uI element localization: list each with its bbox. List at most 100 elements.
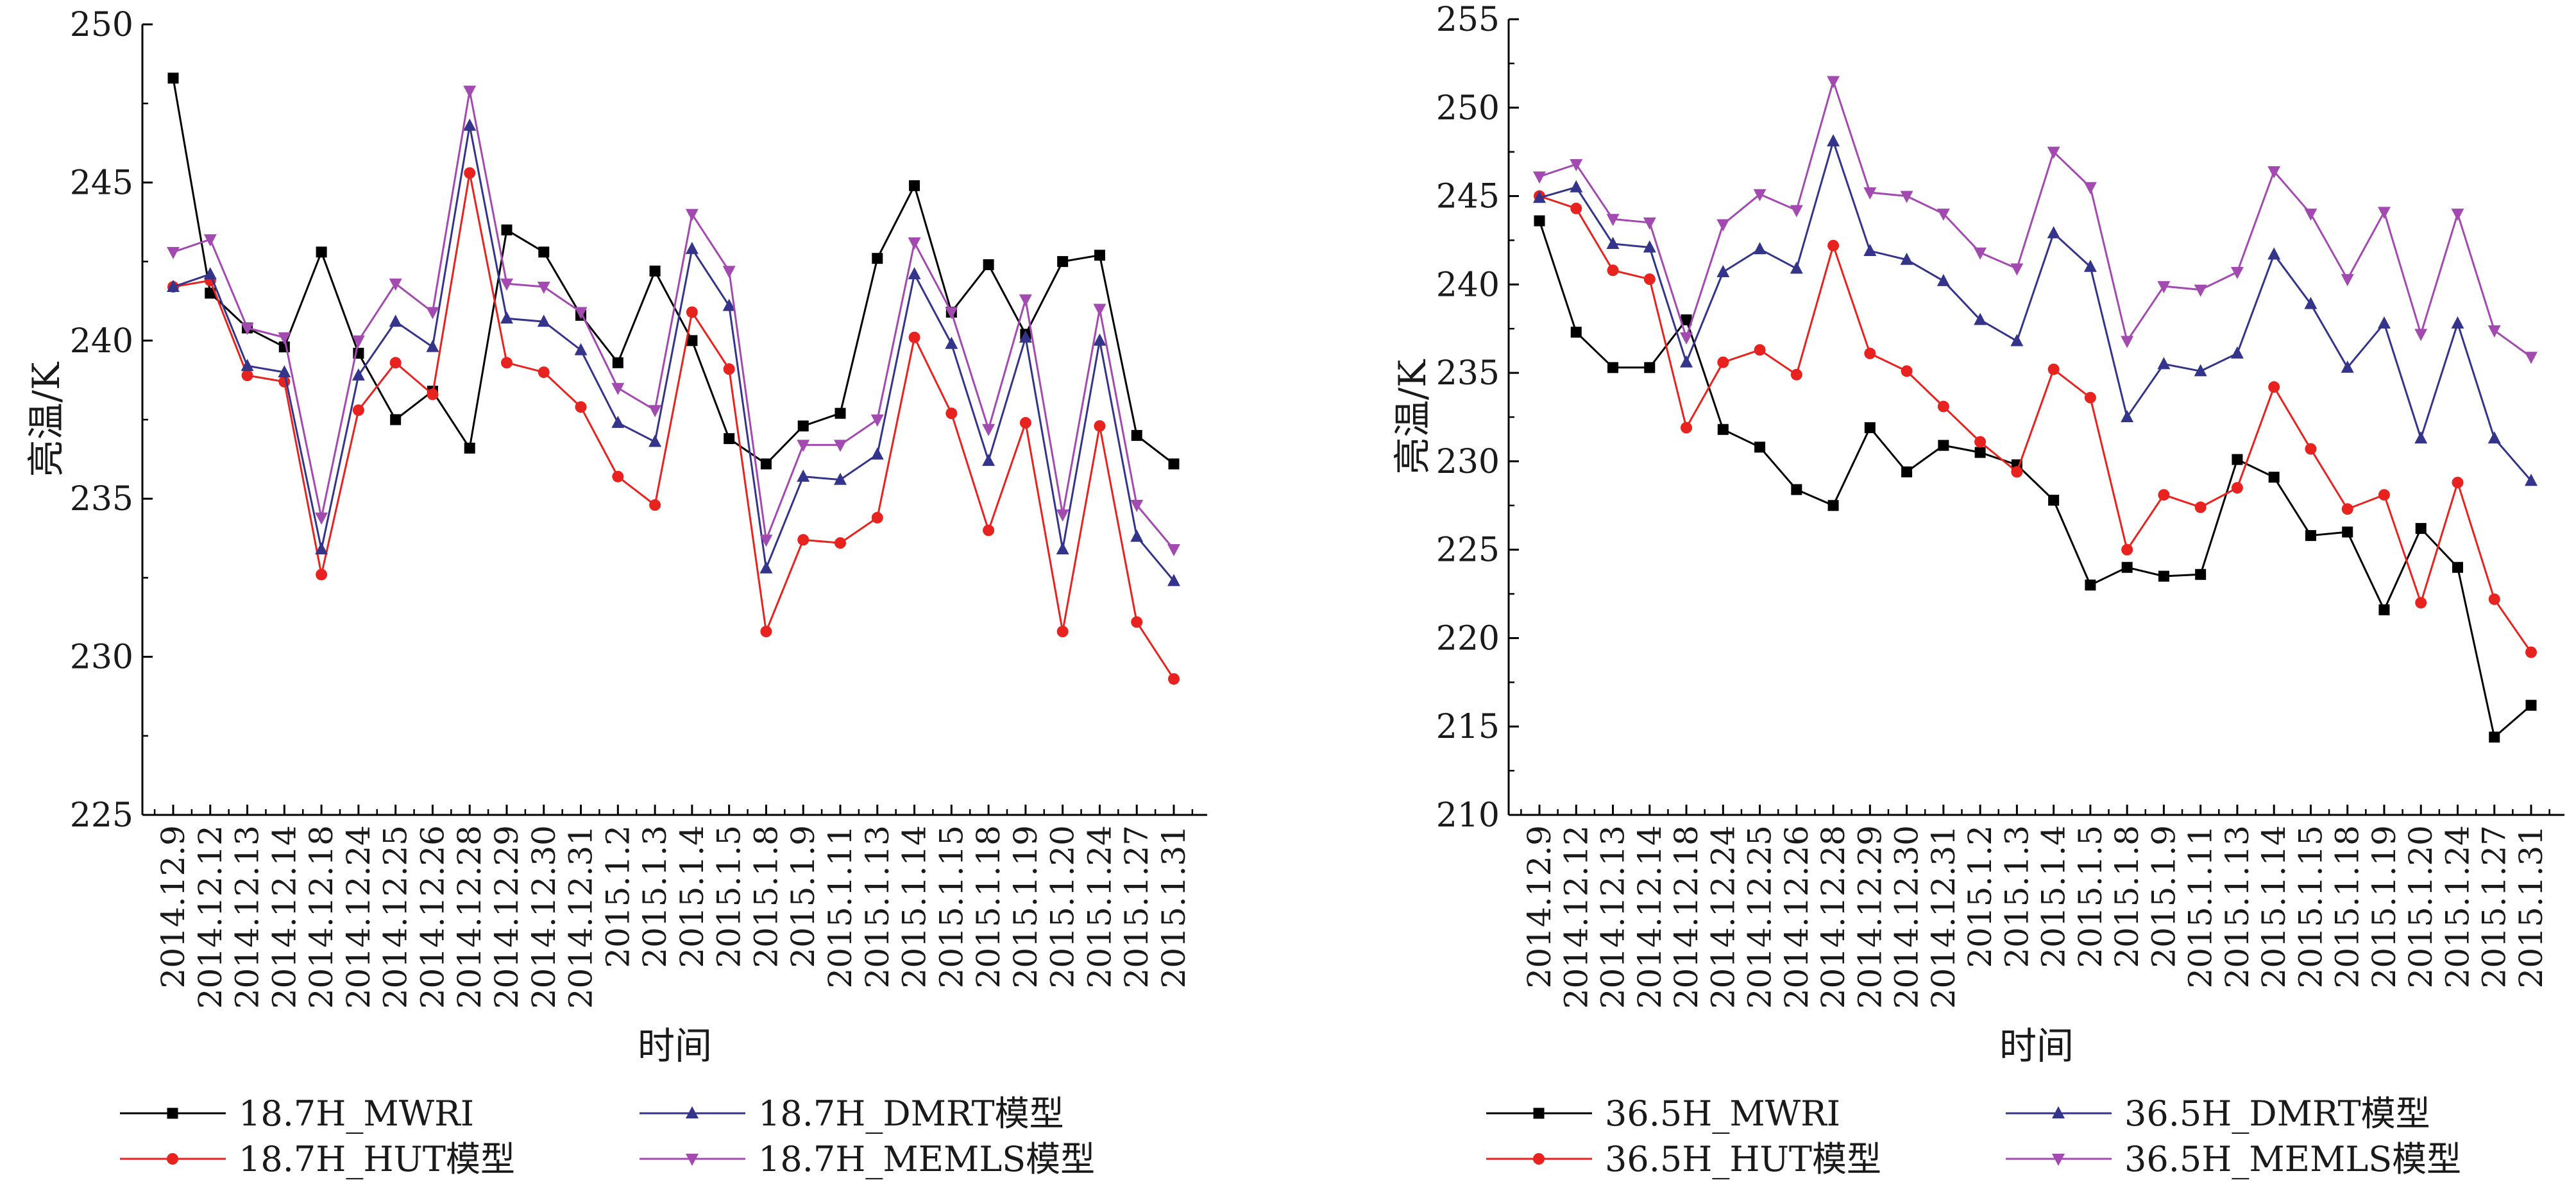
data-point: [1093, 304, 1106, 316]
data-point: [1570, 202, 1582, 214]
data-point: [759, 535, 773, 547]
data-point: [945, 307, 958, 320]
data-point: [2378, 604, 2390, 615]
x-tick-label: 2015.1.3: [1998, 825, 2035, 968]
data-point: [1827, 76, 1840, 89]
data-point: [835, 537, 846, 549]
y-tick-label: 240: [1436, 266, 1500, 304]
data-point: [1900, 252, 1913, 265]
x-tick-label: 2014.12.31: [1925, 825, 1962, 1009]
x-tick-label: 2015.1.24: [2439, 825, 2476, 988]
x-tick-label: 2015.1.2: [1962, 825, 1999, 968]
x-axis-label: 时间: [1999, 1024, 2074, 1068]
data-point: [1643, 273, 1656, 286]
y-axis-label: 亮温/K: [1391, 359, 1434, 475]
y-tick-label: 220: [1436, 619, 1500, 658]
data-point: [1130, 500, 1144, 513]
data-point: [1754, 344, 1766, 356]
legend-label: 18.7H_MWRI: [239, 1093, 474, 1134]
data-point: [1974, 436, 1987, 448]
legend-item: 36.5H_MEMLS模型: [2006, 1139, 2461, 1179]
data-point: [1533, 191, 1546, 203]
x-tick-label: 2014.12.25: [1741, 825, 1779, 1009]
x-tick-label: 2015.1.4: [674, 825, 711, 968]
legend-item: 36.5H_MWRI: [1486, 1093, 1840, 1134]
data-point: [1168, 673, 1180, 685]
data-point: [1974, 447, 1986, 458]
data-point: [1606, 214, 1620, 227]
data-point: [1570, 180, 1583, 192]
data-point: [723, 363, 735, 375]
data-point: [2158, 570, 2169, 582]
data-point: [871, 511, 883, 524]
data-point: [1094, 420, 1106, 432]
x-tick-label: 2014.12.9: [1521, 825, 1558, 988]
data-point: [1019, 294, 1032, 307]
data-point: [2377, 316, 2391, 329]
data-point: [1827, 134, 1840, 147]
data-point: [2377, 207, 2391, 219]
legend-label: 18.7H_MEMLS模型: [758, 1139, 1095, 1179]
x-tick-label: 2014.12.13: [229, 825, 266, 1009]
data-point: [241, 323, 254, 336]
x-tick-label: 2014.12.26: [414, 825, 451, 1009]
x-tick-label: 2015.1.18: [970, 825, 1007, 988]
data-point: [1936, 209, 1950, 221]
data-point: [1056, 542, 1069, 555]
data-point: [648, 434, 662, 447]
series-line: [173, 90, 1175, 550]
x-tick-label: 2015.1.31: [1155, 825, 1192, 988]
x-tick-label: 2015.1.19: [1007, 825, 1044, 988]
series-line: [172, 78, 1174, 465]
data-point: [685, 209, 699, 221]
legend-label: 36.5H_MEMLS模型: [2124, 1139, 2461, 1179]
data-point: [390, 414, 402, 425]
x-tick-label: 2014.12.28: [1815, 825, 1852, 1009]
data-point: [760, 626, 772, 638]
data-point: [1131, 616, 1143, 628]
data-point: [2305, 443, 2317, 455]
data-point: [278, 365, 291, 378]
x-tick-label: 2014.12.14: [266, 825, 303, 1009]
data-point: [203, 267, 217, 280]
legend-label: 18.7H_DMRT模型: [758, 1093, 1064, 1134]
x-tick-label: 2015.1.2: [599, 825, 636, 968]
data-point: [426, 339, 439, 352]
legend-marker: [167, 1108, 178, 1119]
data-point: [2305, 530, 2316, 542]
series-2: [167, 118, 1180, 586]
data-point: [648, 405, 662, 418]
legend-label: 36.5H_DMRT模型: [2124, 1093, 2430, 1134]
data-point: [1753, 242, 1767, 255]
data-point: [2267, 247, 2281, 260]
x-tick-label: 2015.1.14: [896, 825, 933, 988]
y-tick-label: 250: [70, 6, 133, 44]
data-point: [537, 282, 550, 295]
data-point: [463, 118, 477, 131]
x-tick-label: 2015.1.5: [711, 825, 748, 968]
data-point: [1863, 187, 1877, 200]
data-point: [834, 472, 847, 485]
data-point: [1936, 273, 1950, 286]
data-point: [2487, 325, 2501, 338]
data-point: [2121, 543, 2133, 556]
y-tick-label: 225: [1436, 531, 1500, 570]
data-point: [2085, 579, 2096, 591]
data-point: [241, 359, 254, 372]
data-point: [1644, 362, 1656, 373]
series-3: [1533, 76, 2538, 364]
data-point: [1019, 330, 1032, 343]
data-point: [1681, 422, 1693, 434]
data-point: [1790, 261, 1803, 274]
data-point: [2304, 296, 2318, 309]
data-point: [389, 314, 402, 327]
data-point: [2010, 334, 2024, 346]
data-point: [1717, 423, 1729, 435]
legend-marker: [686, 1106, 699, 1118]
x-tick-label: 2015.1.11: [822, 825, 859, 988]
y-axis-label: 亮温/K: [24, 361, 68, 477]
data-point: [1168, 458, 1180, 470]
data-point: [722, 266, 736, 278]
x-tick-label: 2015.1.3: [636, 825, 674, 968]
